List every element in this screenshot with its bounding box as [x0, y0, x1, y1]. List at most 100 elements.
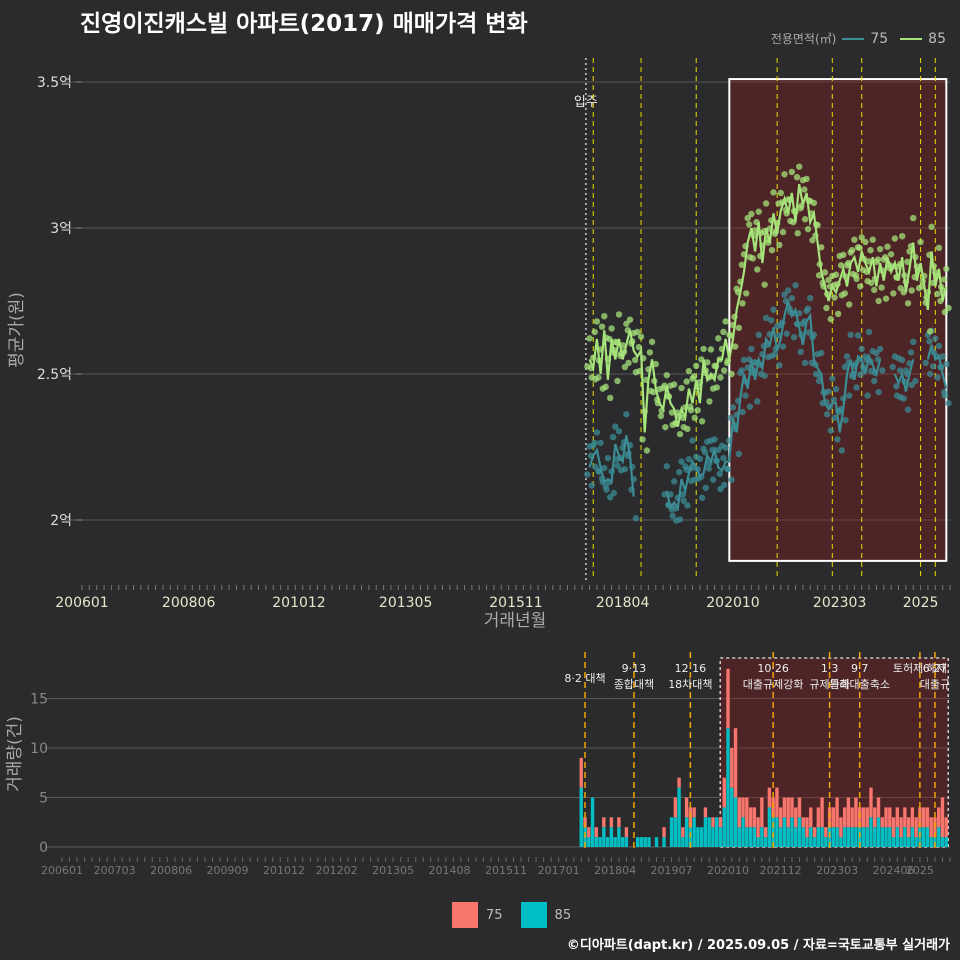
bar-75: [914, 817, 918, 838]
legend-label-75: 75: [870, 30, 889, 47]
bar-85: [831, 827, 836, 847]
bar-75: [854, 797, 858, 828]
data-point-85: [827, 315, 835, 323]
data-point-85: [809, 237, 816, 244]
data-point-85: [700, 345, 707, 353]
bar-75: [617, 817, 621, 828]
data-point-85: [707, 346, 715, 353]
y-tick-label-top: 2억: [50, 513, 72, 529]
data-point-75: [632, 515, 640, 522]
data-point-85: [884, 243, 891, 250]
data-point-75: [768, 317, 775, 324]
data-point-85: [776, 241, 783, 249]
bar-75: [692, 807, 696, 818]
bar-85: [940, 837, 945, 847]
data-point-75: [846, 392, 853, 399]
bar-85: [861, 827, 866, 847]
bar-75: [741, 797, 745, 818]
data-point-75: [926, 338, 933, 345]
data-point-75: [875, 388, 882, 396]
data-point-85: [748, 210, 755, 218]
bar-85: [760, 827, 764, 847]
bar-85: [726, 728, 730, 847]
policy-label: 종합대책: [614, 678, 654, 691]
bar-75: [602, 817, 606, 828]
data-point-75: [593, 429, 601, 436]
bar-75: [903, 807, 907, 828]
data-point-75: [717, 485, 724, 493]
data-point-85: [940, 276, 948, 283]
bar-85: [914, 837, 918, 847]
legend-bottom-label-75: 75: [486, 907, 503, 923]
bar-75: [876, 797, 881, 818]
bar-85: [842, 827, 847, 847]
x-tick-label-top: 200601: [55, 595, 108, 611]
bar-75: [587, 827, 591, 838]
data-point-85: [871, 286, 878, 294]
bar-85: [888, 827, 892, 847]
data-point-85: [739, 300, 746, 307]
data-point-85: [717, 374, 724, 381]
data-point-75: [910, 338, 917, 346]
data-point-85: [762, 200, 770, 207]
data-point-85: [606, 394, 614, 402]
bar-85: [865, 827, 869, 847]
data-point-75: [676, 516, 684, 523]
bar-85: [654, 837, 659, 847]
bar-85: [775, 817, 779, 847]
bar-85: [854, 827, 858, 847]
data-point-85: [878, 284, 885, 291]
bar-85: [910, 827, 915, 847]
bar-85: [794, 827, 798, 847]
data-point-85: [691, 414, 698, 421]
data-point-85: [867, 246, 874, 254]
data-point-75: [853, 384, 860, 391]
data-point-85: [720, 328, 727, 336]
data-point-75: [945, 400, 952, 407]
data-point-85: [862, 238, 869, 246]
bar-75: [805, 817, 809, 838]
bar-75: [703, 807, 708, 818]
bar-85: [895, 827, 900, 847]
chart-title: 진영이진캐스빌 아파트(2017) 매매가격 변화: [80, 11, 528, 37]
data-point-85: [926, 328, 934, 335]
bar-85: [733, 797, 738, 847]
data-point-75: [873, 349, 880, 357]
data-point-75: [797, 348, 804, 356]
data-point-75: [702, 484, 709, 492]
data-point-75: [823, 411, 831, 418]
data-point-85: [690, 373, 698, 380]
data-point-85: [943, 265, 950, 273]
data-point-85: [837, 262, 845, 269]
x-tick-label-bottom: 202010: [707, 864, 749, 877]
data-point-75: [609, 433, 617, 441]
data-point-85: [876, 245, 884, 253]
bar-85: [624, 837, 629, 847]
bar-85: [824, 837, 828, 847]
bar-85: [707, 817, 711, 847]
data-point-85: [796, 163, 803, 170]
bar-75: [711, 817, 715, 828]
bar-85: [850, 827, 854, 847]
bar-75: [733, 728, 738, 798]
data-point-75: [689, 437, 696, 444]
legend-top: 전용면적(㎡) 75 85: [771, 30, 952, 47]
x-tick-label-bottom: 201305: [372, 864, 414, 877]
data-point-75: [621, 465, 629, 473]
bar-85: [929, 837, 933, 847]
bar-85: [805, 837, 809, 847]
data-point-75: [670, 478, 678, 485]
bar-85: [605, 837, 610, 847]
data-point-85: [625, 359, 632, 367]
data-point-85: [831, 294, 838, 301]
data-point-75: [735, 450, 743, 458]
y-axis-title-top: 평균가(원): [7, 292, 27, 368]
data-point-75: [815, 377, 823, 385]
series-line-85: [588, 184, 948, 433]
x-tick-label-bottom: 200806: [150, 864, 192, 877]
data-point-85: [652, 360, 659, 368]
bar-85: [839, 837, 843, 847]
bar-85: [876, 817, 881, 847]
data-point-85: [715, 335, 722, 342]
data-point-75: [680, 497, 687, 504]
